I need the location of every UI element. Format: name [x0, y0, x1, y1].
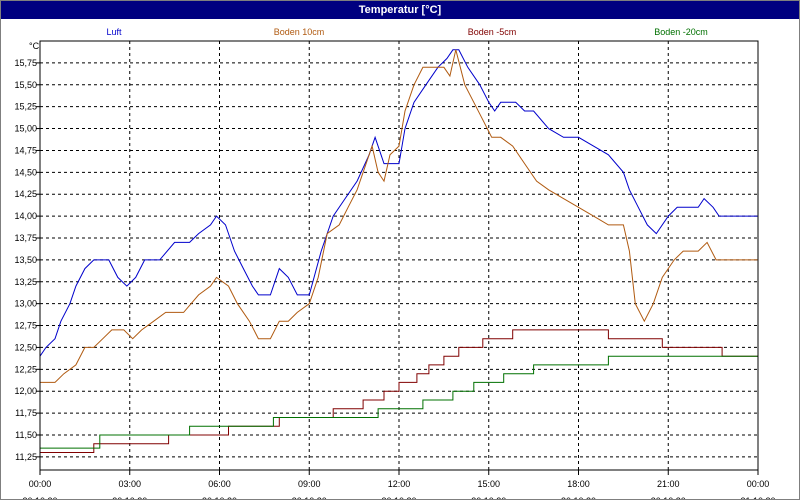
series-line-boden-10cm [40, 49, 758, 383]
x-tick-date-label: 30.10.20 [292, 496, 327, 499]
x-tick-time-label: 00:00 [29, 479, 52, 489]
window-title: Temperatur [°C] [1, 1, 799, 19]
y-tick-label: 15,75 [14, 58, 37, 68]
legend-item: Boden -20cm [654, 27, 708, 37]
x-tick-date-label: 30.10.20 [112, 496, 147, 499]
y-tick-label: 12,75 [14, 321, 37, 331]
y-tick-label: 13,25 [14, 277, 37, 287]
temperature-chart: 11,25 11,50 11,75 12,00 12,25 12,50 12,75 13,00… [14, 27, 776, 499]
x-tick-time-label: 21:00 [657, 479, 680, 489]
x-tick-time-label: 18:00 [567, 479, 590, 489]
y-tick-label: 13,50 [14, 255, 37, 265]
series-line-boden-20cm [40, 355, 758, 449]
x-tick-date-label: 31.10.20 [740, 496, 775, 499]
y-axis-unit-label: °C [29, 41, 40, 51]
y-tick-label: 15,00 [14, 124, 37, 134]
y-tick-label: 12,50 [14, 342, 37, 352]
legend: Luft Boden 10cm Boden -5cm Boden -20cm [106, 27, 707, 37]
y-tick-label: 11,50 [15, 430, 37, 440]
y-tick-label: 12,00 [14, 386, 37, 396]
x-tick-time-label: 15:00 [477, 479, 500, 489]
plot-lines [39, 49, 758, 453]
grid [40, 41, 758, 470]
y-tick-label: 12,25 [14, 364, 37, 374]
legend-item: Boden 10cm [274, 27, 325, 37]
y-tick-label: 13,00 [14, 299, 37, 309]
y-tick-label: 14,50 [14, 167, 37, 177]
series-line-boden-5cm [40, 329, 758, 453]
x-axis: 00:00 30.10.20 03:00 30.10.20 06:00 30.10.20 0… [22, 470, 776, 499]
x-tick-date-label: 30.10.20 [561, 496, 596, 499]
x-tick-time-label: 03:00 [118, 479, 141, 489]
y-tick-label: 14,25 [14, 189, 37, 199]
x-tick-date-label: 30.10.20 [381, 496, 416, 499]
y-tick-label: 14,00 [14, 211, 37, 221]
legend-item: Luft [106, 27, 122, 37]
plot-frame [39, 40, 759, 471]
y-tick-label: 11,75 [15, 408, 37, 418]
legend-item: Boden -5cm [468, 27, 517, 37]
x-tick-time-label: 12:00 [388, 479, 411, 489]
y-tick-label: 15,25 [14, 102, 37, 112]
y-tick-label: 15,50 [14, 80, 37, 90]
x-tick-date-label: 30.10.20 [471, 496, 506, 499]
x-tick-date-label: 30.10.20 [22, 496, 57, 499]
x-tick-date-label: 30.10.20 [651, 496, 686, 499]
y-axis: 11,25 11,50 11,75 12,00 12,25 12,50 12,75 13,00… [14, 58, 40, 462]
series-line-luft [39, 49, 758, 357]
y-tick-label: 11,25 [15, 452, 37, 462]
x-tick-date-label: 30.10.20 [202, 496, 237, 499]
x-tick-time-label: 06:00 [208, 479, 231, 489]
x-tick-time-label: 00:00 [747, 479, 770, 489]
y-tick-label: 13,75 [14, 233, 37, 243]
x-tick-time-label: 09:00 [298, 479, 321, 489]
y-tick-label: 14,75 [14, 145, 37, 155]
